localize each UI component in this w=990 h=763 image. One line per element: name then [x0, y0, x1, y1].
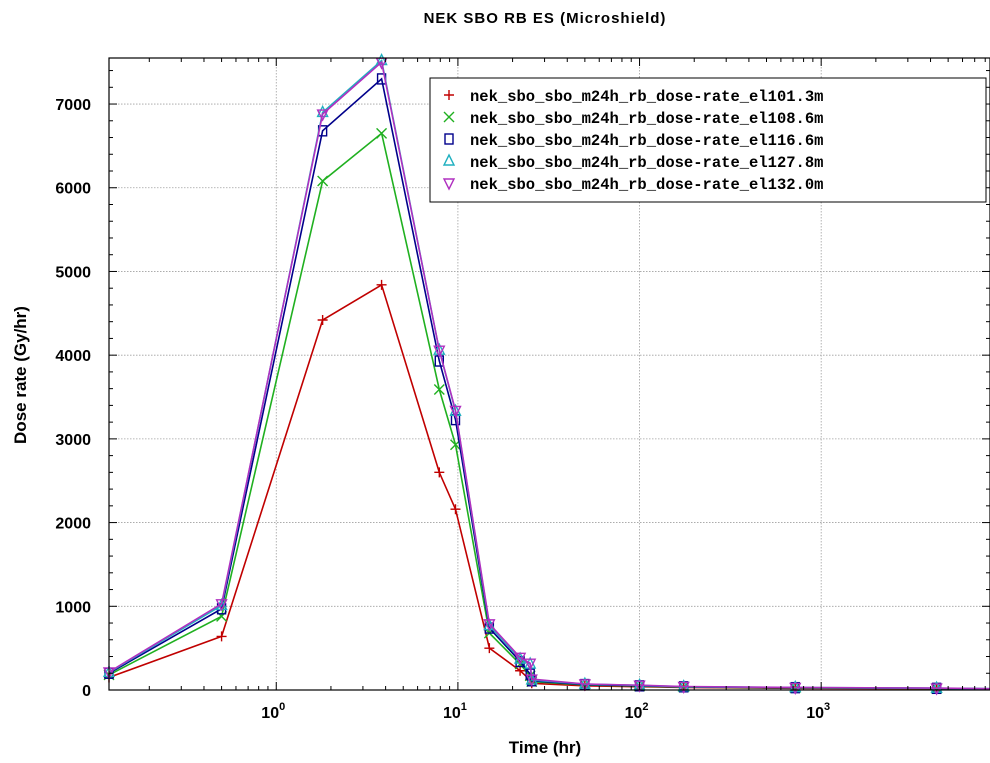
- data-point: [449, 405, 462, 418]
- data-point: [376, 127, 388, 139]
- legend-marker: [443, 111, 455, 123]
- data-point: [633, 680, 646, 693]
- data-point: [525, 674, 538, 687]
- y-tick-label: 5000: [55, 264, 91, 281]
- legend-entry: nek_sbo_sbo_m24h_rb_dose-rate_el101.3m: [470, 88, 823, 106]
- legend-marker: [444, 90, 454, 100]
- plot-frame: [108, 57, 990, 691]
- chart-title: NEK SBO RB ES (Microshield): [424, 10, 667, 27]
- x-tick-exponent: 2: [642, 701, 648, 713]
- series-line: [108, 283, 990, 690]
- data-point: [434, 467, 445, 478]
- y-tick-label: 1000: [55, 599, 91, 616]
- series-2: [103, 127, 990, 694]
- legend-marker: [444, 133, 454, 145]
- x-tick-base: 10: [806, 705, 824, 722]
- legend: nek_sbo_sbo_m24h_rb_dose-rate_el101.3mne…: [429, 77, 987, 203]
- x-tick-base: 10: [443, 705, 461, 722]
- y-tick-label: 2000: [55, 516, 91, 533]
- series-line: [108, 131, 990, 690]
- data-point: [433, 342, 446, 355]
- x-tick-exponent: 0: [279, 701, 285, 713]
- data-point: [376, 279, 387, 290]
- data-point: [215, 599, 228, 612]
- data-point: [317, 315, 328, 326]
- x-tick-label: 102: [625, 701, 649, 722]
- legend-entry: nek_sbo_sbo_m24h_rb_dose-rate_el116.6m: [470, 132, 823, 150]
- x-tick-exponent: 1: [461, 701, 467, 713]
- x-tick-base: 10: [261, 705, 279, 722]
- data-point: [216, 631, 227, 642]
- x-axis-label: Time (hr): [509, 738, 581, 757]
- data-point: [317, 175, 329, 187]
- data-point: [524, 658, 537, 671]
- y-tick-label: 0: [82, 683, 91, 700]
- legend-box: [429, 77, 987, 203]
- data-point: [433, 383, 445, 395]
- data-point: [316, 109, 329, 122]
- data-point: [930, 683, 943, 696]
- y-tick-label: 7000: [55, 97, 91, 114]
- legend-entry: nek_sbo_sbo_m24h_rb_dose-rate_el132.0m: [470, 176, 823, 194]
- x-tick-label: 103: [806, 701, 830, 722]
- data-point: [484, 643, 495, 654]
- series-1: [104, 279, 990, 694]
- x-tick-base: 10: [625, 705, 643, 722]
- legend-marker: [442, 153, 456, 166]
- data-point: [513, 652, 527, 665]
- data-point: [483, 619, 496, 632]
- data-point: [677, 681, 690, 695]
- x-tick-exponent: 3: [824, 701, 830, 713]
- data-point: [450, 504, 461, 515]
- data-point: [515, 665, 526, 676]
- data-point: [930, 680, 943, 693]
- legend-entry: nek_sbo_sbo_m24h_rb_dose-rate_el108.6m: [470, 110, 823, 128]
- data-point: [433, 345, 446, 358]
- data-point: [578, 679, 591, 692]
- y-tick-label: 3000: [55, 432, 91, 449]
- legend-marker: [442, 178, 456, 191]
- x-tick-label: 101: [443, 701, 467, 722]
- y-tick-label: 4000: [55, 348, 91, 365]
- y-tick-label: 6000: [55, 181, 91, 198]
- y-axis-label: Dose rate (Gy/hr): [11, 306, 30, 444]
- legend-entry: nek_sbo_sbo_m24h_rb_dose-rate_el127.8m: [470, 154, 823, 172]
- x-tick-label: 100: [261, 701, 285, 722]
